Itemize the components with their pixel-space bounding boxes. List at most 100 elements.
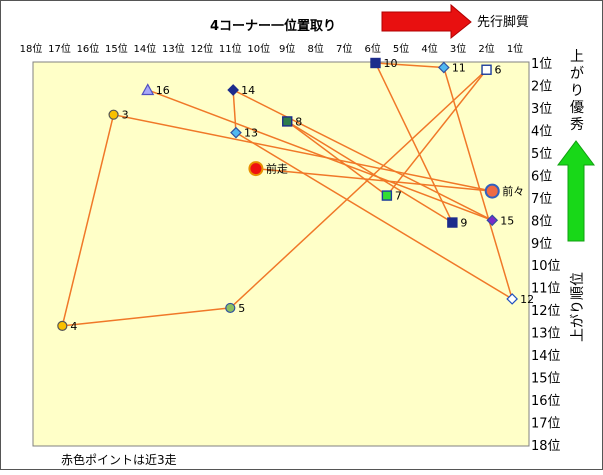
data-point: 前走 (248, 161, 288, 177)
point-marker (108, 109, 119, 120)
y-tick-label: 2位 (531, 79, 552, 94)
y-tick-label: 10位 (531, 259, 561, 274)
data-point: 16 (141, 83, 170, 97)
x-tick-label: 15位 (105, 42, 128, 55)
y-tick-label: 18位 (531, 439, 561, 454)
connector-line (255, 167, 493, 192)
y-tick-labels: 1位 2位 3位 4位 5位 6位 7位 8位 9位 10位 11位 12位 13位 14位 15位 16位 1… (531, 57, 561, 454)
point-marker (370, 57, 381, 69)
point-label: 14 (241, 84, 255, 97)
y-tick-label: 9位 (531, 237, 552, 252)
right-arrow-shape (381, 3, 472, 40)
x-tick-label: 13位 (162, 42, 185, 55)
connector-line (232, 89, 237, 133)
x-tick-label: 4位 (421, 42, 437, 55)
point-marker (484, 183, 500, 199)
x-tick-label: 6位 (364, 42, 380, 55)
x-tick-label: 17位 (48, 42, 71, 55)
x-tick-label: 10位 (247, 42, 270, 55)
data-point: 11 (437, 61, 466, 74)
data-point: 7 (381, 190, 402, 203)
y-tick-label: 17位 (531, 417, 561, 432)
point-marker (230, 126, 242, 139)
y-tick-label: 3位 (531, 102, 552, 117)
connector-line (229, 69, 488, 309)
y-tick-label: 15位 (531, 372, 561, 387)
y-tick-label: 7位 (531, 192, 552, 207)
x-tick-label: 12位 (190, 42, 213, 55)
connector-line (375, 62, 444, 69)
point-label: 16 (156, 84, 170, 97)
connector-line (147, 89, 493, 221)
connector-line (286, 120, 453, 224)
x-tick-label: 11位 (219, 42, 242, 55)
point-label: 4 (70, 320, 77, 333)
point-marker (481, 64, 492, 75)
connecting-lines (61, 62, 513, 327)
connector-line (235, 132, 513, 300)
y-tick-label: 5位 (531, 147, 552, 162)
chart-title: 4コーナー一位置取り (210, 18, 336, 34)
point-label: 前走 (266, 162, 288, 176)
connector-line (61, 114, 115, 327)
point-marker (225, 302, 236, 314)
x-tick-label: 9位 (279, 42, 295, 55)
data-point: 3 (108, 109, 129, 122)
point-label: 12 (520, 293, 534, 306)
point-label: 5 (238, 302, 245, 315)
up-arrow-shape (557, 140, 595, 242)
data-point: 6 (481, 64, 502, 77)
right-arrow: 先行脚質 (381, 3, 529, 40)
point-marker (506, 293, 519, 305)
data-point: 13 (230, 126, 258, 140)
point-marker (57, 320, 68, 332)
point-marker (227, 84, 239, 96)
data-point: 8 (282, 115, 302, 128)
point-marker (437, 61, 450, 74)
point-label: 3 (122, 109, 129, 122)
point-marker (141, 83, 155, 96)
connector-line (62, 307, 231, 327)
x-tick-label: 16位 (77, 42, 100, 55)
data-point: 前々 (484, 183, 524, 199)
y-tick-label: 16位 (531, 394, 561, 409)
x-tick-labels: 18位 17位 16位 15位 14位 13位 12位 11位 10位 9位 8位 7位 6位 5位 4位 3… (20, 42, 524, 55)
data-point: 5 (225, 302, 245, 315)
x-tick-label: 3位 (450, 42, 466, 55)
data-point: 12 (506, 293, 534, 306)
point-label: 8 (295, 115, 302, 128)
connector-line (386, 69, 488, 197)
connector-line (232, 89, 493, 221)
x-tick-label: 18位 (20, 42, 43, 55)
plot-area (32, 61, 530, 447)
y-tick-label: 6位 (531, 169, 552, 184)
connector-line (374, 62, 454, 223)
y-tick-label: 13位 (531, 327, 561, 342)
x-tick-label: 8位 (308, 42, 324, 55)
x-tick-label: 1位 (507, 42, 523, 55)
x-tick-label: 7位 (336, 42, 352, 55)
point-marker (447, 217, 458, 228)
y-tick-label: 11位 (531, 282, 561, 297)
connector-line (443, 67, 513, 300)
y-tick-label: 4位 (531, 124, 552, 139)
x-tick-label: 14位 (134, 42, 157, 55)
point-label: 11 (452, 61, 466, 74)
y-tick-label: 8位 (531, 214, 552, 229)
x-tick-label: 2位 (478, 42, 494, 55)
y-axis-label: 上がり順位 (570, 272, 586, 342)
point-label: 13 (244, 127, 258, 140)
point-marker (282, 116, 293, 127)
x-tick-label: 5位 (393, 42, 409, 55)
y-tick-label: 14位 (531, 349, 561, 364)
point-marker (381, 190, 393, 201)
connector-line (286, 120, 388, 197)
connector-line (113, 113, 493, 192)
point-marker (486, 214, 499, 227)
data-point: 9 (447, 217, 467, 230)
point-label: 6 (495, 64, 502, 77)
data-point: 14 (227, 84, 255, 97)
point-label: 10 (383, 57, 397, 70)
